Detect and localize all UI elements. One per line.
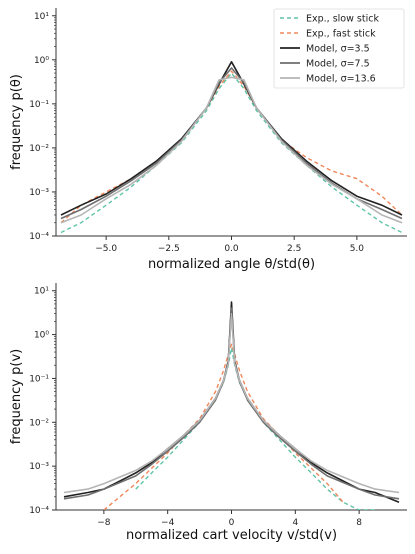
series-line <box>103 343 344 510</box>
y-tick-label: 10⁻³ <box>29 188 49 198</box>
series-line <box>63 307 400 500</box>
x-tick-label: 5.0 <box>350 244 365 254</box>
y-tick-label: 10⁻⁴ <box>29 232 49 242</box>
x-tick-label: −4 <box>161 518 175 528</box>
series-line <box>60 70 403 224</box>
y-axis-label: frequency p(θ) <box>9 74 24 170</box>
series-group <box>60 60 403 234</box>
legend-box <box>273 8 405 89</box>
x-tick-label: −8 <box>97 518 111 528</box>
legend-label: Model, σ=3.5 <box>306 44 370 55</box>
y-tick-label: 10⁻³ <box>29 462 49 472</box>
x-tick-label: 4 <box>292 518 298 528</box>
y-tick-label: 10¹ <box>34 12 49 22</box>
series-line <box>135 347 376 510</box>
x-tick-label: 0 <box>229 518 235 528</box>
legend-label: Model, σ=7.5 <box>306 59 370 70</box>
x-tick-label: 0.0 <box>224 244 239 254</box>
y-tick-label: 10⁻¹ <box>29 100 49 110</box>
x-axis-label: normalized cart velocity v/std(v) <box>126 528 337 543</box>
y-tick-label: 10⁻² <box>29 144 49 154</box>
x-tick-label: 2.5 <box>287 244 301 254</box>
y-tick-label: 10⁻⁴ <box>29 506 49 516</box>
series-line <box>63 301 400 504</box>
y-tick-label: 10⁰ <box>34 331 49 341</box>
y-tick-label: 10⁻¹ <box>29 374 49 384</box>
angle-distribution-panel: −5.0 −2.5 0.0 2.5 5.0 10⁻⁴ 10⁻³ 10⁻² 10⁻¹ 10⁰ 10¹ n… <box>9 8 407 272</box>
x-tick-label: −5.0 <box>95 244 117 254</box>
series-line <box>63 312 400 494</box>
y-tick-label: 10⁻² <box>29 418 49 428</box>
legend: Exp., slow stick Exp., fast stick Model, σ… <box>273 8 405 89</box>
x-tick-label: 8 <box>356 518 362 528</box>
velocity-distribution-panel: −8 −4 0 4 8 10⁻⁴ 10⁻³ 10⁻² 10⁻¹ 10⁰ 10¹ normalized … <box>9 283 407 543</box>
series-group <box>63 301 400 510</box>
x-axis-label: normalized angle θ/std(θ) <box>148 257 315 272</box>
y-tick-label: 10¹ <box>34 287 49 297</box>
legend-label: Exp., fast stick <box>306 29 376 40</box>
series-line <box>60 72 403 234</box>
legend-label: Model, σ=13.6 <box>306 74 376 85</box>
series-line <box>60 76 403 224</box>
series-line <box>60 60 403 216</box>
legend-label: Exp., slow stick <box>306 14 379 25</box>
y-axis-label: frequency p(v) <box>9 349 24 444</box>
x-tick-label: −2.5 <box>158 244 180 254</box>
y-tick-label: 10⁰ <box>34 56 49 66</box>
